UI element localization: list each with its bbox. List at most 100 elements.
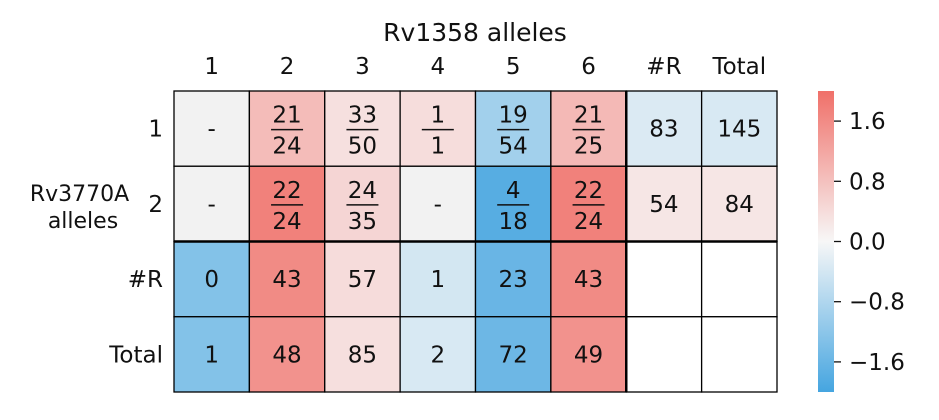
heatmap-cell-fill [700, 90, 778, 167]
heatmap-cell-fill [550, 316, 627, 393]
column-tick-label: 3 [355, 54, 370, 80]
column-tick-label: 6 [581, 54, 596, 80]
heatmap-cell-fill [324, 240, 401, 318]
heatmap-cell-fill [248, 240, 326, 318]
row-tick-label: 2 [148, 192, 163, 218]
heatmap-cell-fill [474, 240, 552, 318]
heatmap-cell-fill [324, 316, 401, 393]
colorbar-tick-label: 0.0 [849, 230, 886, 256]
heatmap-cell: 49 [550, 316, 627, 393]
heatmap-cell: 418 [474, 165, 552, 243]
column-tick-label: 2 [280, 54, 295, 80]
cell-value: 72 [499, 342, 528, 368]
heatmap-cell: - [399, 165, 477, 243]
heatmap-cell: 57 [324, 240, 401, 318]
heatmap-cell [625, 316, 703, 393]
cell-value: 48 [272, 342, 301, 368]
heatmap-cell: 1 [399, 240, 477, 318]
y-axis-label: Rv3770A alleles [30, 182, 136, 234]
heatmap-cell: 23 [474, 240, 552, 318]
heatmap-cell: 1 [173, 316, 251, 393]
cell-value: - [208, 192, 216, 218]
heatmap-cell-fill [173, 165, 251, 243]
cell-denominator: 54 [499, 134, 528, 160]
column-tick-label: #R [646, 54, 681, 80]
colorbar-tick-label: −0.8 [849, 290, 905, 316]
heatmap-cell: 145 [700, 90, 778, 167]
cell-numerator: 21 [272, 103, 301, 129]
colorbar-tick-label: 0.8 [849, 169, 886, 195]
heatmap-cell: 54 [625, 165, 703, 243]
cell-denominator: 18 [499, 209, 528, 235]
cell-denominator: 1 [430, 134, 445, 160]
heatmap-cell: 83 [625, 90, 703, 167]
cell-value: 43 [574, 267, 603, 293]
cell-numerator: 22 [272, 178, 301, 204]
cell-value: - [434, 192, 442, 218]
heatmap-cell-fill [173, 316, 251, 393]
cell-value: 1 [430, 267, 445, 293]
cell-numerator: 21 [574, 103, 603, 129]
heatmap-cell: 0 [173, 240, 251, 318]
heatmap-cell: 43 [248, 240, 326, 318]
row-tick-labels: 1 2 #R Total [108, 117, 163, 369]
heatmap-cell: 11 [399, 90, 477, 167]
cell-value: 2 [430, 342, 445, 368]
heatmap-cell: 84 [700, 165, 778, 243]
cell-numerator: 4 [506, 178, 521, 204]
heatmap-cell: 43 [550, 240, 627, 318]
column-tick-labels: 1 2 3 4 5 6 #R Total [204, 54, 766, 80]
colorbar: 1.6 0.8 0.0 −0.8 −1.6 [818, 91, 905, 392]
cell-value: 1 [204, 342, 219, 368]
heatmap-cell-fill [474, 316, 552, 393]
cell-denominator: 25 [574, 134, 603, 160]
heatmap-cell-fill [700, 316, 778, 393]
heatmap-cell-fill [625, 316, 703, 393]
heatmap-cell-fill [550, 90, 627, 167]
column-tick-label: 5 [506, 54, 521, 80]
cell-numerator: 33 [348, 103, 377, 129]
chart-title: Rv1358 alleles [383, 18, 567, 47]
heatmap-cell [625, 240, 703, 318]
heatmap-cell: 72 [474, 316, 552, 393]
heatmap-cell-fill [248, 90, 326, 167]
cell-value: 23 [499, 267, 528, 293]
cell-value: - [208, 117, 216, 143]
heatmap-cell: 85 [324, 316, 401, 393]
heatmap-cell-fill [550, 240, 627, 318]
cell-numerator: 1 [430, 103, 445, 129]
cell-numerator: 22 [574, 178, 603, 204]
heatmap-cell-fill [324, 165, 401, 243]
heatmap-cell-fill [550, 165, 627, 243]
heatmap-cell-fill [399, 165, 477, 243]
heatmap-cell [700, 316, 778, 393]
cell-numerator: 24 [348, 178, 377, 204]
heatmap-cell-fill [700, 240, 778, 318]
heatmap-cell: - [173, 90, 251, 167]
cell-value: 57 [348, 267, 377, 293]
heatmap-cell-fill [625, 165, 703, 243]
column-tick-label: Total [711, 54, 766, 80]
cell-denominator: 24 [272, 209, 301, 235]
colorbar-ticks: 1.6 0.8 0.0 −0.8 −1.6 [834, 109, 905, 376]
cell-denominator: 24 [272, 134, 301, 160]
cell-value: 43 [272, 267, 301, 293]
heatmap-cell-fill [625, 240, 703, 318]
colorbar-tick-label: −1.6 [849, 350, 905, 376]
cell-value: 54 [649, 192, 678, 218]
row-tick-label: 1 [148, 117, 163, 143]
y-axis-label-line-1: Rv3770A [30, 182, 129, 207]
cell-value: 145 [717, 117, 761, 143]
y-axis-label-line-2: alleles [48, 209, 118, 234]
heatmap-cell-fill [700, 165, 778, 243]
heatmap-cell-fill [173, 240, 251, 318]
row-tick-label: Total [108, 342, 163, 368]
